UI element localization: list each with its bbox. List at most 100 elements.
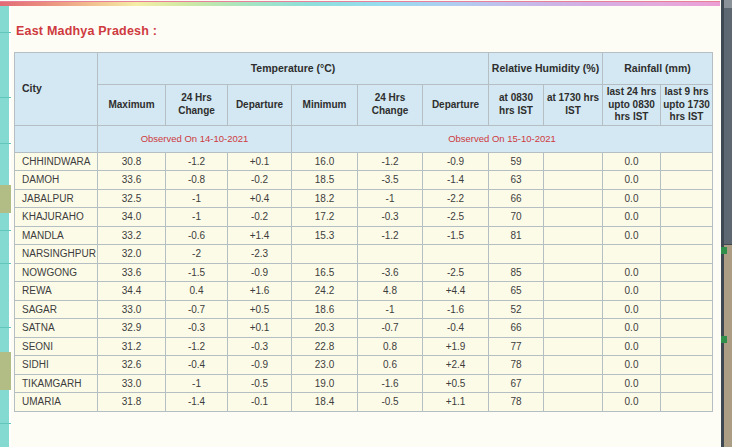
data-cell: 24.2 bbox=[292, 282, 358, 301]
data-cell: 85 bbox=[489, 263, 544, 282]
data-cell: 52 bbox=[489, 300, 544, 319]
vertical-scrollbar[interactable] bbox=[724, 0, 732, 447]
data-cell: -0.9 bbox=[423, 152, 489, 171]
data-cell: 31.2 bbox=[98, 337, 166, 356]
table-row: MANDLA33.2-0.6+1.415.3-1.2-1.5810.0 bbox=[15, 226, 713, 245]
data-cell: 33.0 bbox=[98, 374, 166, 393]
data-cell: -1 bbox=[358, 300, 423, 319]
col-header-departure-min: Departure bbox=[423, 85, 489, 126]
city-cell: SATNA bbox=[15, 319, 98, 338]
weather-table: City Temperature (°C) Relative Humidity … bbox=[14, 52, 713, 412]
data-cell bbox=[544, 282, 603, 301]
data-cell: -2.5 bbox=[423, 208, 489, 227]
strip-line bbox=[0, 263, 11, 264]
table-row: CHHINDWARA30.8-1.2+0.116.0-1.2-0.9590.0 bbox=[15, 152, 713, 171]
data-cell bbox=[358, 245, 423, 264]
city-cell: NARSINGHPUR bbox=[15, 245, 98, 264]
data-cell: -1 bbox=[166, 374, 228, 393]
data-cell bbox=[661, 208, 713, 227]
data-cell: 0.0 bbox=[603, 189, 661, 208]
data-cell bbox=[544, 171, 603, 190]
data-cell bbox=[661, 300, 713, 319]
data-cell: 59 bbox=[489, 152, 544, 171]
data-cell: -0.4 bbox=[166, 356, 228, 375]
data-cell bbox=[292, 245, 358, 264]
data-cell: 0.0 bbox=[603, 282, 661, 301]
strip-line bbox=[0, 97, 11, 98]
left-strip-segment bbox=[0, 185, 11, 213]
data-cell: 22.8 bbox=[292, 337, 358, 356]
data-cell: 19.0 bbox=[292, 374, 358, 393]
scrollbar-top-cap bbox=[724, 0, 732, 8]
data-cell: 70 bbox=[489, 208, 544, 227]
observed-empty-cell bbox=[15, 125, 98, 152]
data-cell: +1.4 bbox=[228, 226, 292, 245]
col-header-humidity-0830: at 0830 hrs IST bbox=[489, 85, 544, 126]
page: East Madhya Pradesh : City Temperature (… bbox=[13, 6, 721, 447]
city-cell: SAGAR bbox=[15, 300, 98, 319]
data-cell bbox=[544, 189, 603, 208]
data-cell: -1.2 bbox=[166, 337, 228, 356]
group-header-temperature: Temperature (°C) bbox=[98, 53, 489, 85]
col-header-city: City bbox=[15, 53, 98, 126]
data-cell: 16.0 bbox=[292, 152, 358, 171]
data-cell: -0.9 bbox=[228, 263, 292, 282]
data-cell: 32.9 bbox=[98, 319, 166, 338]
data-cell bbox=[544, 263, 603, 282]
data-cell bbox=[544, 226, 603, 245]
data-cell: 18.6 bbox=[292, 300, 358, 319]
data-cell: 23.0 bbox=[292, 356, 358, 375]
table-column-header-row: Maximum 24 Hrs Change Departure Minimum … bbox=[15, 85, 713, 126]
city-cell: JABALPUR bbox=[15, 189, 98, 208]
col-header-minimum: Minimum bbox=[292, 85, 358, 126]
data-cell: 0.0 bbox=[603, 226, 661, 245]
data-cell: +4.4 bbox=[423, 282, 489, 301]
data-cell: -0.7 bbox=[358, 319, 423, 338]
data-cell bbox=[489, 245, 544, 264]
city-cell: UMARIA bbox=[15, 393, 98, 412]
data-cell: +2.4 bbox=[423, 356, 489, 375]
table-row: TIKAMGARH33.0-1-0.519.0-1.6+0.5670.0 bbox=[15, 374, 713, 393]
data-cell: +0.5 bbox=[228, 300, 292, 319]
data-cell: -0.3 bbox=[166, 319, 228, 338]
data-cell: 0.6 bbox=[358, 356, 423, 375]
data-cell: -0.4 bbox=[423, 319, 489, 338]
data-cell bbox=[544, 337, 603, 356]
data-cell: 0.0 bbox=[603, 300, 661, 319]
scrollbar-thumb[interactable] bbox=[724, 8, 732, 245]
data-cell bbox=[544, 374, 603, 393]
data-cell bbox=[544, 208, 603, 227]
data-cell bbox=[544, 393, 603, 412]
scrollbar-marker bbox=[721, 247, 727, 254]
col-header-24hrs-change-max: 24 Hrs Change bbox=[166, 85, 228, 126]
page-title: East Madhya Pradesh : bbox=[16, 24, 157, 38]
data-cell: -1.2 bbox=[358, 226, 423, 245]
data-cell bbox=[423, 245, 489, 264]
data-cell: 0.0 bbox=[603, 393, 661, 412]
data-cell bbox=[661, 226, 713, 245]
col-header-rainfall-24hrs: last 24 hrs upto 0830 hrs IST bbox=[603, 85, 661, 126]
data-cell bbox=[544, 319, 603, 338]
table-row: JABALPUR32.5-1+0.418.2-1-2.2660.0 bbox=[15, 189, 713, 208]
data-cell: -1.6 bbox=[358, 374, 423, 393]
data-cell: -0.2 bbox=[228, 208, 292, 227]
data-cell: 81 bbox=[489, 226, 544, 245]
data-cell: 32.6 bbox=[98, 356, 166, 375]
city-cell: TIKAMGARH bbox=[15, 374, 98, 393]
table-row: KHAJURAHO34.0-1-0.217.2-0.3-2.5700.0 bbox=[15, 208, 713, 227]
data-cell: -1.4 bbox=[166, 393, 228, 412]
table-row: UMARIA31.8-1.4-0.118.4-0.5+1.1780.0 bbox=[15, 393, 713, 412]
data-cell: 0.0 bbox=[603, 208, 661, 227]
data-cell: -1 bbox=[166, 189, 228, 208]
data-cell: 33.2 bbox=[98, 226, 166, 245]
data-cell: -2.2 bbox=[423, 189, 489, 208]
data-cell: 32.0 bbox=[98, 245, 166, 264]
data-cell: 30.8 bbox=[98, 152, 166, 171]
data-cell: 32.5 bbox=[98, 189, 166, 208]
data-cell bbox=[661, 374, 713, 393]
data-cell: -0.5 bbox=[358, 393, 423, 412]
data-cell: -1.2 bbox=[166, 152, 228, 171]
table-row: SEONI31.2-1.2-0.322.80.8+1.9770.0 bbox=[15, 337, 713, 356]
data-cell: -0.1 bbox=[228, 393, 292, 412]
observed-date-row: Observed On 14-10-2021 Observed On 15-10… bbox=[15, 125, 713, 152]
